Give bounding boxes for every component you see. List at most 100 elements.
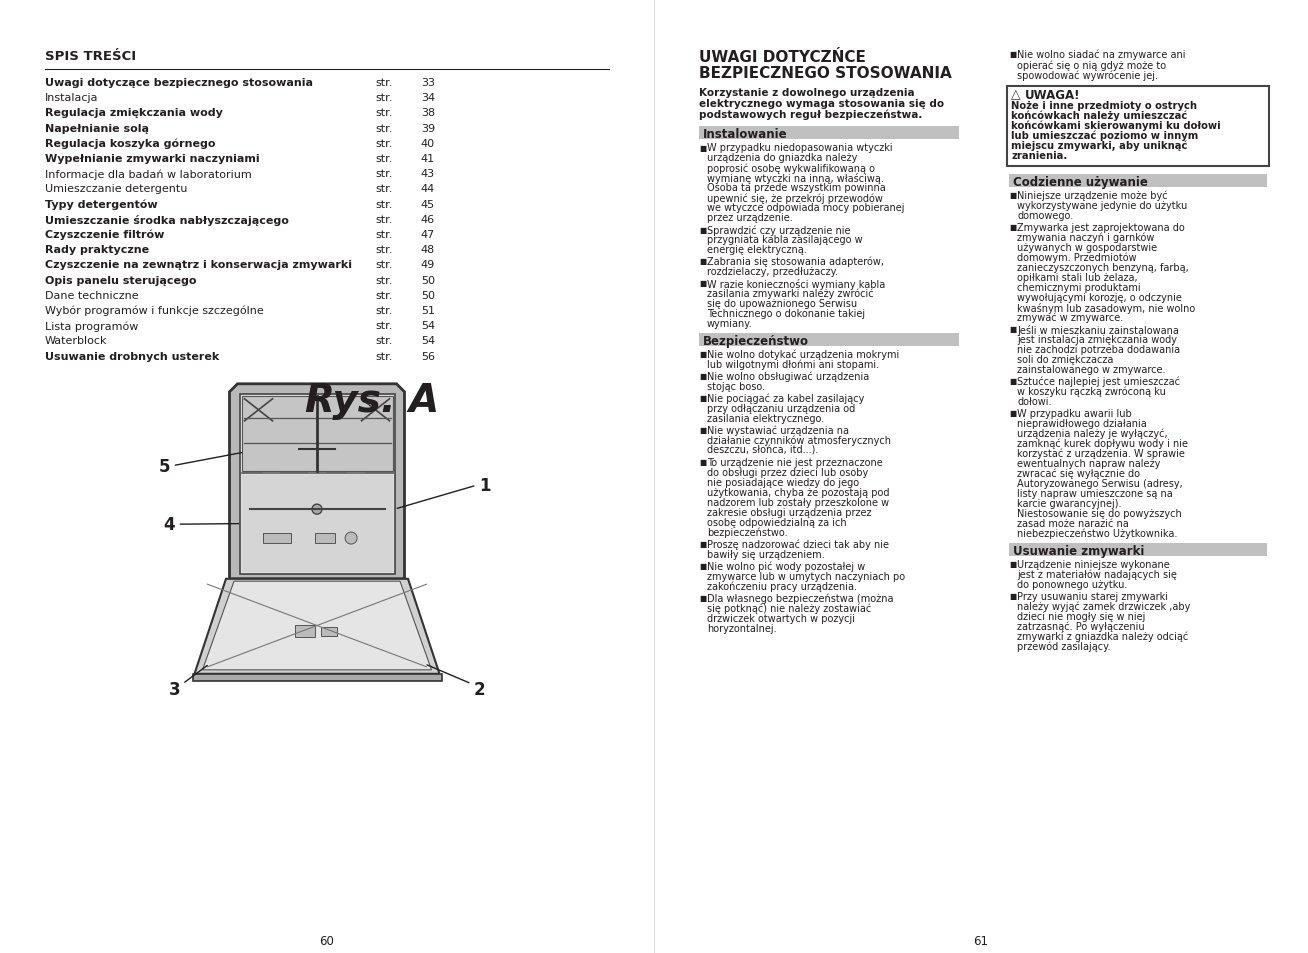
- Text: W przypadku awarii lub: W przypadku awarii lub: [1018, 408, 1131, 418]
- Text: To urządzenie nie jest przeznaczone: To urządzenie nie jest przeznaczone: [708, 457, 883, 468]
- Text: 5: 5: [158, 457, 170, 476]
- Text: str.: str.: [375, 153, 392, 164]
- Text: str.: str.: [375, 184, 392, 194]
- Text: Waterblock: Waterblock: [44, 336, 107, 346]
- Text: zmywarce lub w umytych naczyniach po: zmywarce lub w umytych naczyniach po: [708, 572, 905, 581]
- Text: zainstalowanego w zmywarce.: zainstalowanego w zmywarce.: [1018, 364, 1165, 375]
- Text: Niniejsze urządzenie może być: Niniejsze urządzenie może być: [1018, 191, 1168, 201]
- Text: Usuwanie drobnych usterek: Usuwanie drobnych usterek: [44, 352, 220, 361]
- Text: korzystać z urządzenia. W sprawie: korzystać z urządzenia. W sprawie: [1018, 448, 1185, 458]
- Text: wykorzystywane jedynie do użytku: wykorzystywane jedynie do użytku: [1018, 200, 1188, 211]
- Text: bawiły się urządzeniem.: bawiły się urządzeniem.: [708, 550, 824, 559]
- Text: zasad może narazić na: zasad może narazić na: [1018, 518, 1129, 528]
- Text: elektrycznego wymaga stosowania się do: elektrycznego wymaga stosowania się do: [698, 99, 944, 109]
- Text: w koszyku rączką zwróconą ku: w koszyku rączką zwróconą ku: [1018, 386, 1165, 396]
- Text: Nie wolno siadać na zmywarce ani: Nie wolno siadać na zmywarce ani: [1018, 50, 1185, 60]
- Bar: [296, 625, 315, 638]
- Text: 38: 38: [421, 109, 436, 118]
- Text: Instalowanie: Instalowanie: [702, 129, 787, 141]
- Text: dołowi.: dołowi.: [1018, 396, 1052, 406]
- Text: osobę odpowiedzialną za ich: osobę odpowiedzialną za ich: [708, 517, 846, 527]
- Text: zakresie obsługi urządzenia przez: zakresie obsługi urządzenia przez: [708, 507, 871, 517]
- Text: UWAGI DOTYCZŃCE: UWAGI DOTYCZŃCE: [698, 50, 866, 65]
- Text: ■: ■: [1008, 409, 1016, 417]
- Polygon shape: [195, 579, 439, 674]
- Bar: [242, 396, 392, 472]
- Text: Technicznego o dokonanie takiej: Technicznego o dokonanie takiej: [708, 309, 865, 318]
- Text: str.: str.: [375, 214, 392, 225]
- Text: Urządzenie niniejsze wykonane: Urządzenie niniejsze wykonane: [1018, 559, 1169, 569]
- Text: do obsługi przez dzieci lub osoby: do obsługi przez dzieci lub osoby: [708, 468, 869, 477]
- Text: Dla własnego bezpieczeństwa (można: Dla własnego bezpieczeństwa (można: [708, 594, 893, 604]
- Text: Instalacja: Instalacja: [44, 93, 98, 103]
- Text: przewód zasilający.: przewód zasilający.: [1018, 641, 1110, 652]
- Text: 33: 33: [421, 78, 436, 88]
- Text: domowego.: domowego.: [1018, 211, 1074, 220]
- Text: ewentualnych napraw należy: ewentualnych napraw należy: [1018, 458, 1160, 468]
- Text: zwracać się wyłącznie do: zwracać się wyłącznie do: [1018, 468, 1141, 478]
- Text: energię elektryczną.: energię elektryczną.: [708, 245, 807, 254]
- Text: 49: 49: [421, 260, 436, 270]
- Text: Przy usuwaniu starej zmywarki: Przy usuwaniu starej zmywarki: [1018, 591, 1168, 601]
- Text: 54: 54: [421, 321, 436, 331]
- Text: użytkowania, chyba że pozostają pod: użytkowania, chyba że pozostają pod: [708, 488, 889, 497]
- Text: 1: 1: [479, 476, 490, 495]
- Text: ■: ■: [698, 225, 706, 234]
- Text: str.: str.: [375, 93, 392, 103]
- Text: zasilania zmywarki należy zwrócić: zasilania zmywarki należy zwrócić: [708, 289, 874, 299]
- Text: dzieci nie mogły się w niej: dzieci nie mogły się w niej: [1018, 611, 1146, 621]
- Text: lub umieszczać poziomo w innym: lub umieszczać poziomo w innym: [1011, 131, 1198, 141]
- Bar: [698, 127, 959, 140]
- Text: końcówkach należy umieszczać: końcówkach należy umieszczać: [1011, 111, 1188, 121]
- Text: str.: str.: [375, 260, 392, 270]
- Text: str.: str.: [375, 199, 392, 210]
- Text: str.: str.: [375, 245, 392, 255]
- Bar: [698, 334, 959, 347]
- Text: 40: 40: [421, 138, 436, 149]
- Bar: [1007, 87, 1269, 167]
- Text: nie posiadające wiedzy do jego: nie posiadające wiedzy do jego: [708, 477, 859, 488]
- Bar: [192, 674, 442, 681]
- Text: poprosić osobę wykwalifikowaną o: poprosić osobę wykwalifikowaną o: [708, 163, 875, 173]
- Text: lub wilgotnymi dłońmi ani stopami.: lub wilgotnymi dłońmi ani stopami.: [708, 359, 879, 370]
- Text: 2: 2: [473, 680, 485, 698]
- Text: Umieszczanie środka nabłyszczającego: Umieszczanie środka nabłyszczającego: [44, 214, 289, 226]
- Text: 47: 47: [421, 230, 436, 240]
- Text: Czyszczenie filtrów: Czyszczenie filtrów: [44, 230, 165, 240]
- Text: SPIS TREŚCI: SPIS TREŚCI: [44, 50, 136, 63]
- Text: 60: 60: [319, 934, 335, 947]
- Text: jest z materiałów nadających się: jest z materiałów nadających się: [1018, 569, 1177, 579]
- Text: Informacje dla badań w laboratorium: Informacje dla badań w laboratorium: [44, 169, 251, 179]
- Text: Sztućce najlepiej jest umieszczać: Sztućce najlepiej jest umieszczać: [1018, 376, 1180, 387]
- Text: Bezpieczeństwo: Bezpieczeństwo: [702, 335, 810, 348]
- Text: się potknąć) nie należy zostawiać: się potknąć) nie należy zostawiać: [708, 603, 871, 614]
- Text: Opis panelu sterującego: Opis panelu sterującego: [44, 275, 196, 285]
- Text: we wtyczce odpowiada mocy pobieranej: we wtyczce odpowiada mocy pobieranej: [708, 203, 905, 213]
- Text: Umieszczanie detergentu: Umieszczanie detergentu: [44, 184, 187, 194]
- Text: jest instalacja zmiękczania wody: jest instalacja zmiękczania wody: [1018, 335, 1177, 344]
- Text: zmywania naczyń i garnków: zmywania naczyń i garnków: [1018, 233, 1155, 243]
- Bar: [242, 476, 392, 572]
- Text: Usuwanie zmywarki: Usuwanie zmywarki: [1012, 544, 1144, 558]
- Text: UWAGA!: UWAGA!: [1025, 89, 1080, 101]
- Text: Jeśli w mieszkaniu zainstalowana: Jeśli w mieszkaniu zainstalowana: [1018, 324, 1179, 335]
- Text: opierać się o nią gdyż może to: opierać się o nią gdyż może to: [1018, 60, 1167, 71]
- Text: ■: ■: [1008, 223, 1016, 232]
- Text: W przypadku niedopasowania wtyczki: W przypadku niedopasowania wtyczki: [708, 143, 892, 152]
- Text: str.: str.: [375, 352, 392, 361]
- Text: wywołującymi korozję, o odczynie: wywołującymi korozję, o odczynie: [1018, 293, 1182, 302]
- Text: str.: str.: [375, 336, 392, 346]
- Text: Napełnianie solą: Napełnianie solą: [44, 124, 149, 133]
- Text: horyzontalnej.: horyzontalnej.: [708, 623, 777, 634]
- Text: Zabrania się stosowania adapterów,: Zabrania się stosowania adapterów,: [708, 256, 884, 267]
- Text: 4: 4: [164, 516, 175, 534]
- Text: zmywarki z gniazdka należy odciąć: zmywarki z gniazdka należy odciąć: [1018, 631, 1188, 641]
- Text: str.: str.: [375, 291, 392, 300]
- Text: do ponownego użytku.: do ponownego użytku.: [1018, 579, 1127, 589]
- Bar: [1008, 174, 1267, 188]
- Text: Nie wolno pić wody pozostałej w: Nie wolno pić wody pozostałej w: [708, 561, 866, 572]
- Text: ■: ■: [698, 458, 706, 467]
- Text: podstawowych reguł bezpieczeństwa.: podstawowych reguł bezpieczeństwa.: [698, 110, 922, 120]
- Text: str.: str.: [375, 169, 392, 179]
- Text: ■: ■: [698, 257, 706, 266]
